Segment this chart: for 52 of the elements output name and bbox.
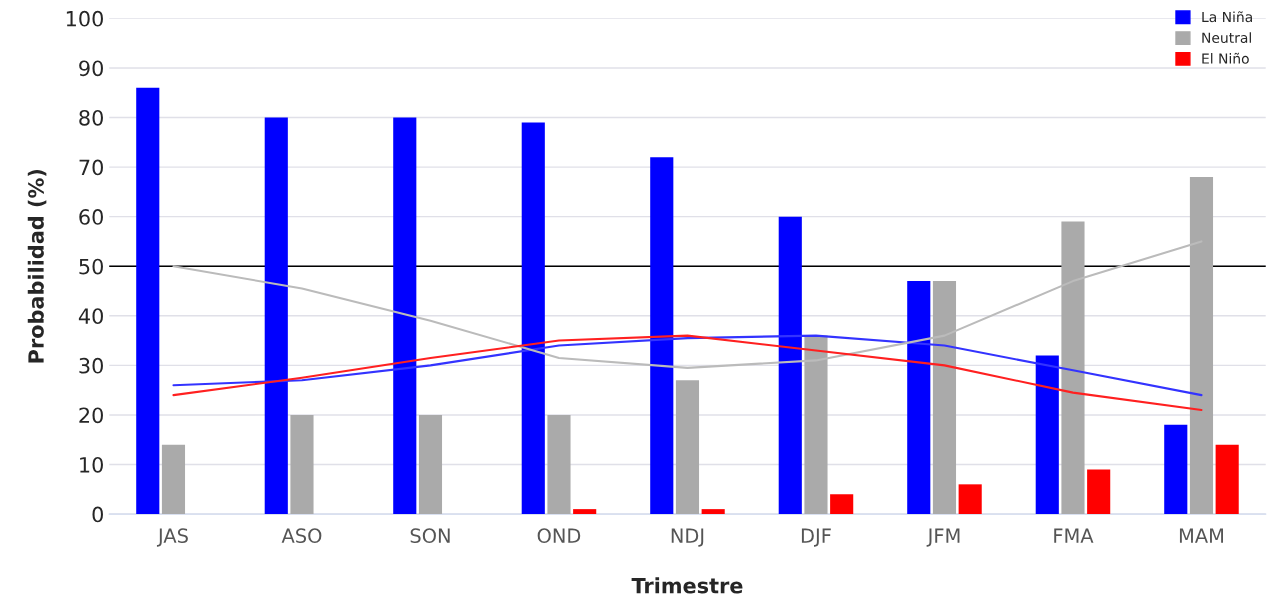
bar xyxy=(290,414,314,515)
y-tick-label: 70 xyxy=(79,159,103,176)
bar xyxy=(161,444,186,515)
y-tick-label: 100 xyxy=(66,10,103,27)
x-tick-label: JAS xyxy=(156,528,188,547)
y-axis-title: Probabilidad (%) xyxy=(27,169,47,363)
bar xyxy=(778,216,802,515)
x-tick-label: ASO xyxy=(281,528,322,544)
x-tick-label: SON xyxy=(410,528,450,544)
y-tick-label: 20 xyxy=(79,407,103,424)
bar xyxy=(1215,444,1239,515)
x-tick-label: FMA xyxy=(1054,528,1094,543)
line-series xyxy=(172,334,1203,397)
bar xyxy=(830,494,854,515)
bar xyxy=(932,281,957,515)
x-tick-label: DJF xyxy=(801,528,831,547)
y-tick-label: 10 xyxy=(80,456,103,473)
bar xyxy=(907,281,931,515)
x-tick-label: JFM xyxy=(926,528,960,547)
y-tick-label: 60 xyxy=(79,209,103,225)
y-tick-label: 90 xyxy=(79,60,103,77)
bar xyxy=(1061,221,1085,515)
bar xyxy=(547,414,571,515)
bar xyxy=(650,157,674,515)
bar xyxy=(804,335,828,515)
x-axis-title: Trimestre xyxy=(631,577,743,594)
y-tick-label: 50 xyxy=(79,258,103,275)
line-series xyxy=(172,240,1203,369)
bar xyxy=(136,87,160,515)
bar xyxy=(418,414,443,515)
legend-label: El Niño xyxy=(1202,52,1249,64)
bar xyxy=(264,117,288,515)
bar xyxy=(675,380,700,515)
y-tick-label: 40 xyxy=(78,308,103,324)
bar xyxy=(701,509,725,515)
y-tick-label: 30 xyxy=(79,357,103,374)
bar xyxy=(958,484,982,515)
x-tick-label: MAM xyxy=(1179,528,1223,543)
line-series xyxy=(172,334,1203,412)
x-tick-label: OND xyxy=(537,528,581,544)
bar xyxy=(1087,469,1111,515)
x-tick-label: NDJ xyxy=(671,528,704,547)
bar xyxy=(573,509,597,515)
y-tick-label: 80 xyxy=(79,109,103,126)
bar xyxy=(1189,176,1214,515)
legend-label: La Niña xyxy=(1202,11,1252,23)
bar xyxy=(1164,424,1188,515)
bar xyxy=(393,117,417,515)
bar xyxy=(521,122,545,515)
legend-label: Neutral xyxy=(1202,32,1251,44)
y-tick-label: 0 xyxy=(92,506,103,523)
bar xyxy=(1035,355,1059,515)
